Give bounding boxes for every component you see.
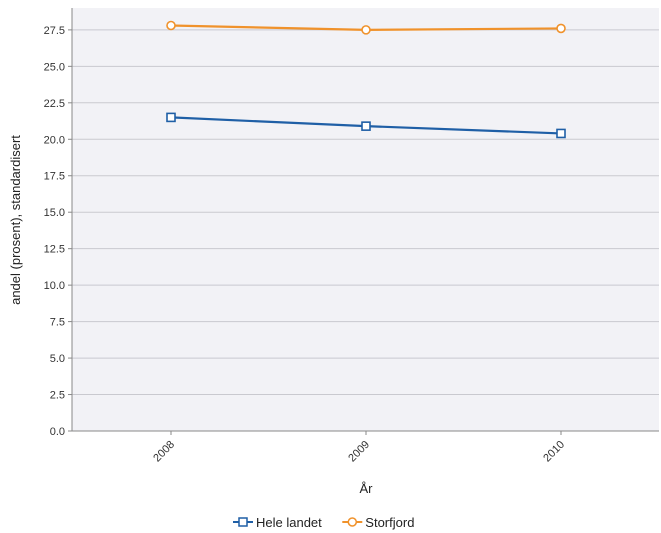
- series-0: [166, 112, 566, 139]
- y-tick-label: 10.0: [44, 280, 65, 292]
- x-tick-label: 2009: [346, 439, 372, 465]
- data-point-square: [166, 112, 176, 123]
- x-tick-label: 2008: [151, 439, 177, 465]
- series: [166, 20, 566, 139]
- y-tick-label: 7.5: [50, 317, 65, 329]
- legend-marker-square: [238, 517, 248, 527]
- legend-label: Hele landet: [256, 515, 322, 530]
- y-tick-label: 17.5: [44, 171, 65, 183]
- x-axis-title: År: [360, 481, 374, 496]
- y-tick-label: 27.5: [44, 25, 65, 37]
- y-tick-label: 22.5: [44, 98, 65, 110]
- legend-label: Storfjord: [365, 515, 414, 530]
- data-point-square: [556, 128, 566, 139]
- y-tick-label: 15.0: [44, 207, 65, 219]
- y-axis-title: andel (prosent), standardisert: [8, 135, 23, 305]
- legend-marker-circle: [347, 517, 358, 527]
- legend-item: Storfjord: [342, 515, 414, 530]
- data-point-circle: [166, 20, 176, 31]
- legend-item: Hele landet: [233, 515, 322, 530]
- y-tick-label: 2.5: [50, 390, 65, 402]
- data-point-circle: [361, 25, 371, 35]
- y-tick-label: 0.0: [50, 426, 65, 438]
- y-tick-label: 12.5: [44, 244, 65, 256]
- y-tick-label: 20.0: [44, 134, 65, 146]
- data-point-square: [361, 121, 371, 131]
- x-tick-labels: 2008 2009 2010: [151, 431, 567, 464]
- y-tick-label: 5.0: [50, 353, 65, 365]
- y-tick-labels: 0.0 2.5 5.0 7.5 10.0 12.5 15.0 17.5 20.0 22.5 25.0…: [44, 25, 72, 438]
- data-point-circle: [556, 23, 566, 34]
- x-tick-label: 2010: [541, 439, 567, 465]
- series-1: [166, 20, 566, 35]
- legend: Hele landet Storfjord: [233, 515, 414, 530]
- plot-background: [72, 8, 659, 431]
- y-tick-label: 25.0: [44, 61, 65, 73]
